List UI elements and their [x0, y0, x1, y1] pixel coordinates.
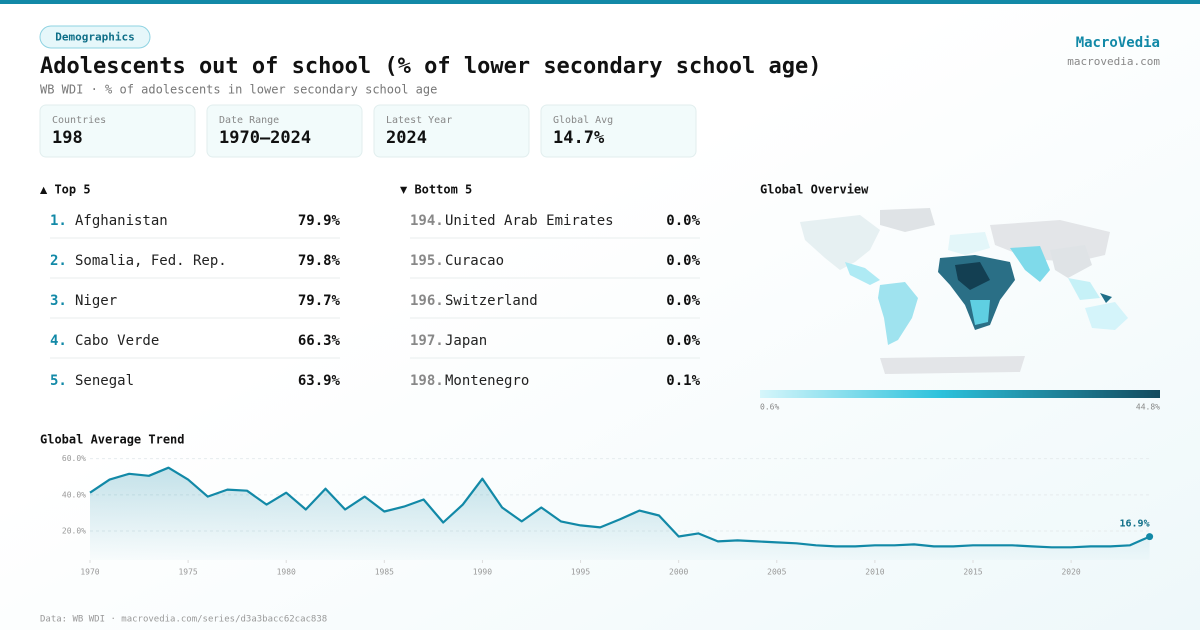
y-tick-label: 60.0%	[62, 454, 86, 463]
value: 63.9%	[298, 373, 341, 389]
rank: 2.	[50, 253, 67, 269]
value: 79.8%	[298, 253, 341, 269]
country: Curacao	[445, 253, 504, 269]
stat-label: Date Range	[219, 115, 279, 126]
map-title: Global Overview	[760, 183, 869, 197]
x-tick-label: 1985	[375, 568, 394, 577]
stat-label: Global Avg	[553, 115, 613, 126]
list-title: ▲ Top 5	[40, 183, 91, 197]
value: 0.0%	[666, 293, 700, 309]
brand: MacroVedia	[1076, 35, 1160, 51]
trend-chart: 20.0% 40.0% 60.0% 1970 1975 1980 1985 1990 1995 2…	[62, 454, 1154, 577]
country: Somalia, Fed. Rep.	[75, 253, 227, 269]
x-tick-label: 2000	[669, 568, 688, 577]
chart-title: Global Average Trend	[40, 433, 185, 447]
scale-max: 44.8%	[1136, 403, 1160, 412]
scale-min: 0.6%	[760, 403, 779, 412]
x-tick-label: 1980	[277, 568, 296, 577]
stat-value: 14.7%	[553, 128, 605, 148]
x-tick-label: 1975	[178, 568, 197, 577]
value: 0.0%	[666, 253, 700, 269]
rank: 5.	[50, 373, 67, 389]
value: 66.3%	[298, 333, 341, 349]
site: macrovedia.com	[1067, 55, 1160, 68]
country: Cabo Verde	[75, 333, 159, 349]
country: Switzerland	[445, 293, 538, 309]
country: Afghanistan	[75, 213, 168, 229]
x-tick-label: 2020	[1061, 568, 1080, 577]
value: 0.0%	[666, 333, 700, 349]
tag-pill	[39, 25, 151, 49]
value: 79.7%	[298, 293, 341, 309]
end-point	[1146, 533, 1154, 541]
stat-card	[373, 104, 530, 158]
x-tick-label: 2005	[767, 568, 786, 577]
stat-card	[39, 104, 196, 158]
rank: 194.	[410, 213, 444, 229]
lists: ▲ Top 5 1. Afghanistan 79.9% 2. Somalia, Fed.…	[40, 183, 701, 390]
top-bar	[0, 0, 1200, 4]
color-scale	[760, 390, 1160, 398]
y-tick-label: 20.0%	[62, 527, 86, 536]
x-tick-label: 2010	[865, 568, 884, 577]
footer: Data: WB WDI · macrovedia.com/series/d3a…	[40, 615, 327, 625]
country: Niger	[75, 293, 117, 309]
rank: 195.	[410, 253, 444, 269]
y-tick-label: 40.0%	[62, 490, 86, 499]
value: 0.1%	[666, 373, 700, 389]
x-tick-label: 1995	[571, 568, 590, 577]
rank: 1.	[50, 213, 67, 229]
title: Adolescents out of school (% of lower se…	[40, 54, 821, 79]
x-tick-label: 2015	[963, 568, 982, 577]
stat-card	[540, 104, 697, 158]
stat-card	[206, 104, 363, 158]
tag: Demographics	[55, 31, 134, 44]
stat-value: 1970–2024	[219, 128, 311, 148]
end-label: 16.9%	[1119, 519, 1149, 530]
country: United Arab Emirates	[445, 213, 614, 229]
world-map	[800, 208, 1128, 374]
stat-label: Latest Year	[386, 115, 452, 126]
stat-value: 198	[52, 128, 83, 148]
rank: 3.	[50, 293, 67, 309]
rank: 198.	[410, 373, 444, 389]
subtitle: WB WDI · % of adolescents in lower secon…	[40, 83, 437, 97]
rank: 4.	[50, 333, 67, 349]
stats: Countries 198 Date Range 1970–2024 Latest Ye…	[39, 104, 697, 158]
trend-line	[89, 466, 1151, 549]
rank: 197.	[410, 333, 444, 349]
x-tick-label: 1990	[473, 568, 492, 577]
value: 0.0%	[666, 213, 700, 229]
list-title: ▼ Bottom 5	[400, 183, 472, 197]
stat-label: Countries	[52, 115, 106, 126]
x-tick-label: 1970	[80, 568, 99, 577]
country: Montenegro	[445, 373, 529, 389]
rank: 196.	[410, 293, 444, 309]
trend-area	[90, 467, 1150, 560]
stat-value: 2024	[386, 128, 427, 148]
value: 79.9%	[298, 213, 341, 229]
country: Senegal	[75, 373, 134, 389]
country: Japan	[445, 333, 487, 349]
